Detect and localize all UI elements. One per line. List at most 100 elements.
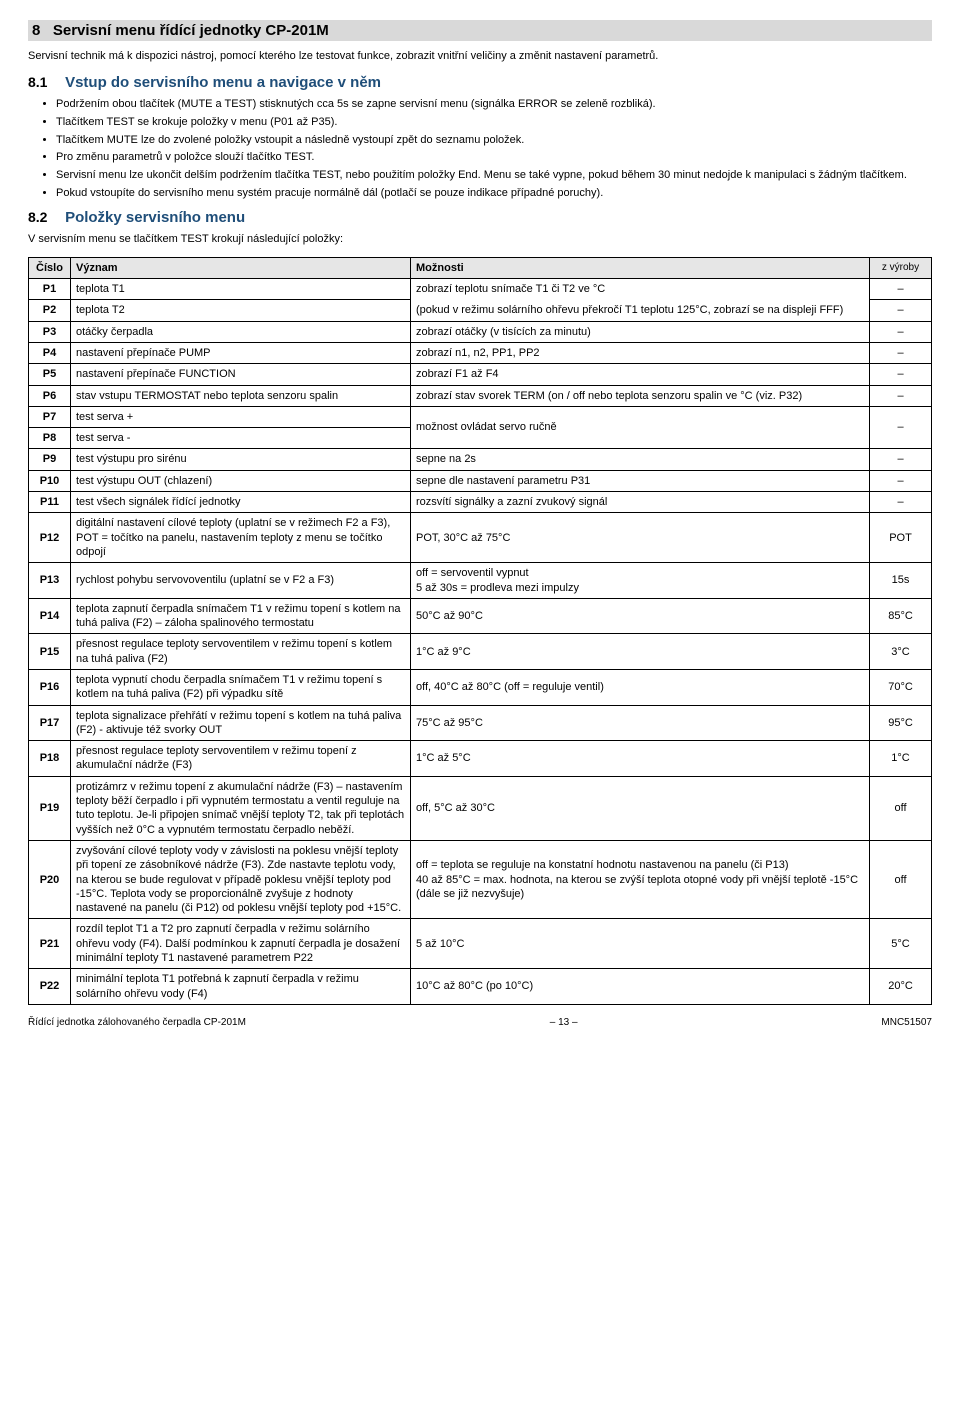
table-header-row: Číslo Význam Možnosti z výroby (29, 257, 932, 278)
cell-num: P2 (29, 300, 71, 321)
service-menu-table: Číslo Význam Možnosti z výroby P1teplota… (28, 257, 932, 1005)
bullets-81: Podržením obou tlačítek (MUTE a TEST) st… (56, 97, 932, 201)
cell-default: 3°C (870, 634, 932, 670)
cell-default: – (870, 385, 932, 406)
subsection-82-heading: 8.2 Položky servisního menu (28, 209, 932, 226)
cell-options: zobrazí stav svorek TERM (on / off nebo … (411, 385, 870, 406)
cell-options: zobrazí otáčky (v tisících za minutu) (411, 321, 870, 342)
cell-default: 95°C (870, 705, 932, 741)
cell-meaning: teplota T1 (71, 279, 411, 300)
cell-default: – (870, 300, 932, 321)
service-menu-table-wrap: Číslo Význam Možnosti z výroby P1teplota… (28, 257, 932, 1005)
subsection-81-heading: 8.1 Vstup do servisního menu a navigace … (28, 74, 932, 91)
cell-meaning: stav vstupu TERMOSTAT nebo teplota senzo… (71, 385, 411, 406)
cell-num: P18 (29, 741, 71, 777)
cell-options: off = teplota se reguluje na konstatní h… (411, 840, 870, 918)
intro-text: Servisní technik má k dispozici nástroj,… (28, 49, 932, 64)
cell-default: POT (870, 513, 932, 563)
cell-meaning: test výstupu OUT (chlazení) (71, 470, 411, 491)
table-row: P6stav vstupu TERMOSTAT nebo teplota sen… (29, 385, 932, 406)
subsection-num: 8.2 (28, 209, 62, 225)
cell-meaning: protizámrz v režimu topení z akumulační … (71, 776, 411, 840)
cell-options: (pokud v režimu solárního ohřevu překroč… (411, 300, 870, 321)
cell-options: rozsvítí signálky a zazní zvukový signál (411, 492, 870, 513)
cell-default: – (870, 492, 932, 513)
cell-options: off = servoventil vypnut5 až 30s = prodl… (411, 563, 870, 599)
table-row: P10test výstupu OUT (chlazení)sepne dle … (29, 470, 932, 491)
table-row: P20zvyšování cílové teploty vody v závis… (29, 840, 932, 918)
cell-num: P17 (29, 705, 71, 741)
bullet-item: Servisní menu lze ukončit delším podržen… (56, 168, 932, 183)
table-row: P4nastavení přepínače PUMPzobrazí n1, n2… (29, 342, 932, 363)
bullet-item: Pokud vstoupíte do servisního menu systé… (56, 186, 932, 201)
cell-num: P12 (29, 513, 71, 563)
cell-num: P4 (29, 342, 71, 363)
subsection-82-lead: V servisním menu se tlačítkem TEST kroku… (28, 232, 932, 247)
cell-num: P16 (29, 669, 71, 705)
table-row: P9test výstupu pro sirénusepne na 2s– (29, 449, 932, 470)
page-footer: Řídící jednotka zálohovaného čerpadla CP… (28, 1017, 932, 1028)
section-heading: 8 Servisní menu řídící jednotky CP-201M (28, 20, 932, 41)
cell-default: off (870, 776, 932, 840)
bullet-item: Tlačítkem MUTE lze do zvolené položky vs… (56, 133, 932, 148)
subsection-title: Vstup do servisního menu a navigace v ně… (65, 74, 381, 91)
cell-meaning: digitální nastavení cílové teploty (upla… (71, 513, 411, 563)
cell-options: 75°C až 95°C (411, 705, 870, 741)
cell-num: P11 (29, 492, 71, 513)
table-row: P14teplota zapnutí čerpadla snímačem T1 … (29, 598, 932, 634)
cell-num: P8 (29, 428, 71, 449)
cell-options: 50°C až 90°C (411, 598, 870, 634)
cell-meaning: teplota signalizace přehřátí v režimu to… (71, 705, 411, 741)
cell-default: 20°C (870, 969, 932, 1005)
cell-default: 70°C (870, 669, 932, 705)
cell-default: 5°C (870, 919, 932, 969)
bullet-item: Tlačítkem TEST se krokuje položky v menu… (56, 115, 932, 130)
cell-num: P22 (29, 969, 71, 1005)
cell-meaning: test serva + (71, 406, 411, 427)
cell-meaning: rozdíl teplot T1 a T2 pro zapnutí čerpad… (71, 919, 411, 969)
cell-meaning: nastavení přepínače FUNCTION (71, 364, 411, 385)
cell-default: – (870, 406, 932, 449)
cell-default: 1°C (870, 741, 932, 777)
cell-options: zobrazí F1 až F4 (411, 364, 870, 385)
table-row: P19protizámrz v režimu topení z akumulač… (29, 776, 932, 840)
cell-meaning: přesnost regulace teploty servoventilem … (71, 634, 411, 670)
cell-options: off, 40°C až 80°C (off = reguluje ventil… (411, 669, 870, 705)
cell-meaning: teplota vypnutí chodu čerpadla snímačem … (71, 669, 411, 705)
cell-default: – (870, 342, 932, 363)
bullet-item: Podržením obou tlačítek (MUTE a TEST) st… (56, 97, 932, 112)
cell-options: zobrazí teplotu snímače T1 či T2 ve °C (411, 279, 870, 300)
table-row: P21rozdíl teplot T1 a T2 pro zapnutí čer… (29, 919, 932, 969)
cell-num: P6 (29, 385, 71, 406)
table-row: P11test všech signálek řídící jednotkyro… (29, 492, 932, 513)
cell-num: P5 (29, 364, 71, 385)
cell-num: P19 (29, 776, 71, 840)
section-title: Servisní menu řídící jednotky CP-201M (53, 22, 329, 39)
table-row: P7test serva +možnost ovládat servo ručn… (29, 406, 932, 427)
cell-meaning: rychlost pohybu servovoventilu (uplatní … (71, 563, 411, 599)
cell-meaning: minimální teplota T1 potřebná k zapnutí … (71, 969, 411, 1005)
subsection-num: 8.1 (28, 74, 62, 90)
cell-num: P1 (29, 279, 71, 300)
cell-meaning: teplota T2 (71, 300, 411, 321)
cell-options: 5 až 10°C (411, 919, 870, 969)
cell-default: 85°C (870, 598, 932, 634)
cell-options: zobrazí n1, n2, PP1, PP2 (411, 342, 870, 363)
cell-default: – (870, 364, 932, 385)
cell-default: 15s (870, 563, 932, 599)
cell-num: P21 (29, 919, 71, 969)
table-row: P3otáčky čerpadlazobrazí otáčky (v tisíc… (29, 321, 932, 342)
cell-options: 1°C až 5°C (411, 741, 870, 777)
cell-options: off, 5°C až 30°C (411, 776, 870, 840)
table-row: P5nastavení přepínače FUNCTIONzobrazí F1… (29, 364, 932, 385)
cell-default: – (870, 470, 932, 491)
cell-meaning: nastavení přepínače PUMP (71, 342, 411, 363)
cell-options: sepne na 2s (411, 449, 870, 470)
cell-default: – (870, 279, 932, 300)
cell-meaning: test serva - (71, 428, 411, 449)
footer-center: – 13 – (550, 1017, 578, 1028)
table-row: P18přesnost regulace teploty servoventil… (29, 741, 932, 777)
table-row: P2teplota T2(pokud v režimu solárního oh… (29, 300, 932, 321)
cell-num: P7 (29, 406, 71, 427)
table-row: P12digitální nastavení cílové teploty (u… (29, 513, 932, 563)
